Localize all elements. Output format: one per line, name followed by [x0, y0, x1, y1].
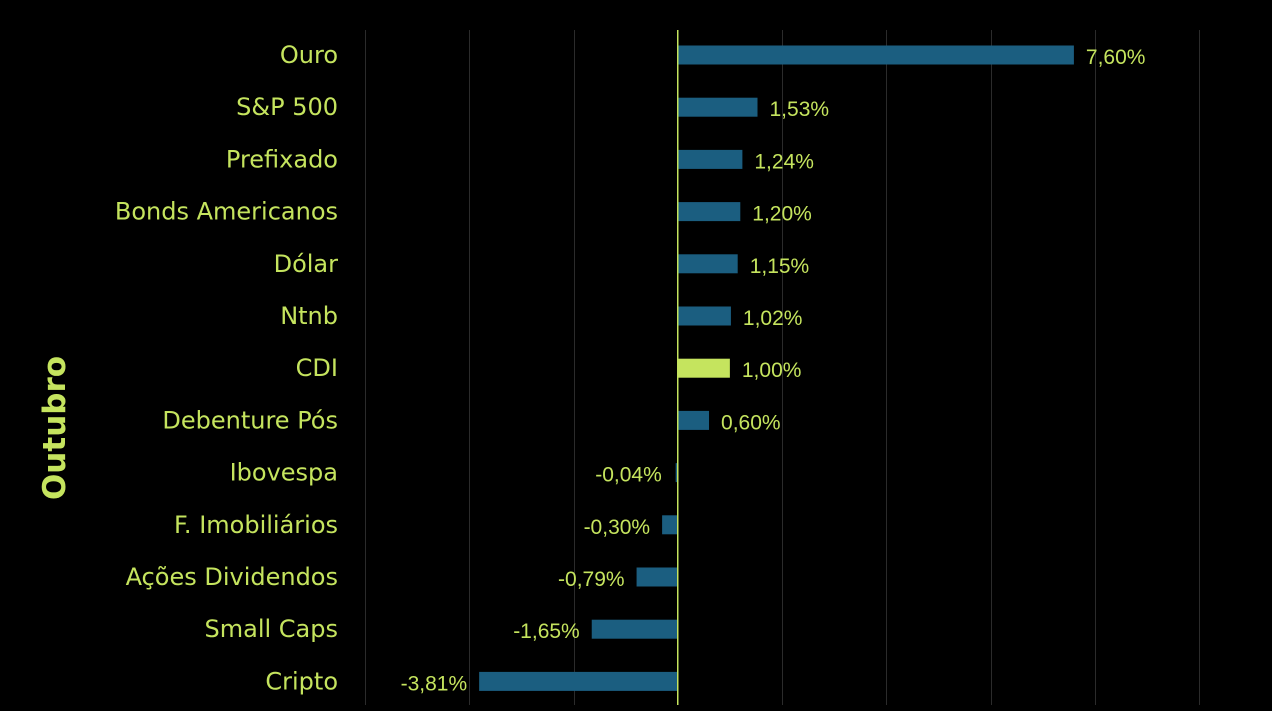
value-label: 1,00%: [742, 359, 802, 382]
category-label: Ntnb: [280, 302, 338, 330]
value-label: -0,30%: [584, 516, 651, 539]
bars: [479, 45, 1074, 691]
value-label: -1,65%: [513, 620, 580, 643]
value-label: 7,60%: [1086, 46, 1146, 69]
bar-7: [677, 410, 710, 430]
category-label: Small Caps: [205, 615, 339, 643]
category-label: Debenture Pós: [162, 406, 338, 434]
bar-1: [677, 97, 758, 117]
bar-3: [677, 202, 741, 222]
bar-12: [479, 671, 678, 691]
bar-8: [675, 463, 678, 483]
bar-5: [677, 306, 731, 326]
value-label: 1,02%: [743, 307, 803, 330]
category-label: F. Imobiliários: [174, 511, 338, 539]
value-label: 1,53%: [770, 98, 830, 121]
value-label: 1,15%: [750, 255, 810, 278]
value-label: 1,20%: [752, 203, 812, 226]
value-label: 1,24%: [754, 150, 814, 173]
category-label: Dólar: [274, 250, 339, 278]
category-label: Ouro: [280, 41, 338, 69]
value-label: -0,79%: [558, 568, 625, 591]
gridlines: [365, 30, 1200, 705]
bar-9: [662, 515, 678, 535]
category-label: S&P 500: [236, 93, 338, 121]
category-label: CDI: [296, 354, 338, 382]
category-label: Prefixado: [226, 145, 338, 173]
bar-11: [591, 619, 678, 639]
value-label: 0,60%: [721, 411, 781, 434]
category-label: Cripto: [265, 667, 338, 695]
bar-2: [677, 149, 743, 169]
value-label: -3,81%: [401, 672, 468, 695]
bar-0: [677, 45, 1074, 65]
category-label: Bonds Americanos: [115, 198, 338, 226]
labels: Ouro 7,60% S&P 500 1,53% Prefixado 1,24% Bonds…: [115, 41, 1146, 695]
category-label: Ações Dividendos: [126, 563, 338, 591]
bar-6: [677, 358, 730, 378]
category-label: Ibovespa: [230, 459, 338, 487]
bar-4: [677, 254, 738, 274]
bar-10: [636, 567, 678, 587]
value-label: -0,04%: [595, 464, 662, 487]
